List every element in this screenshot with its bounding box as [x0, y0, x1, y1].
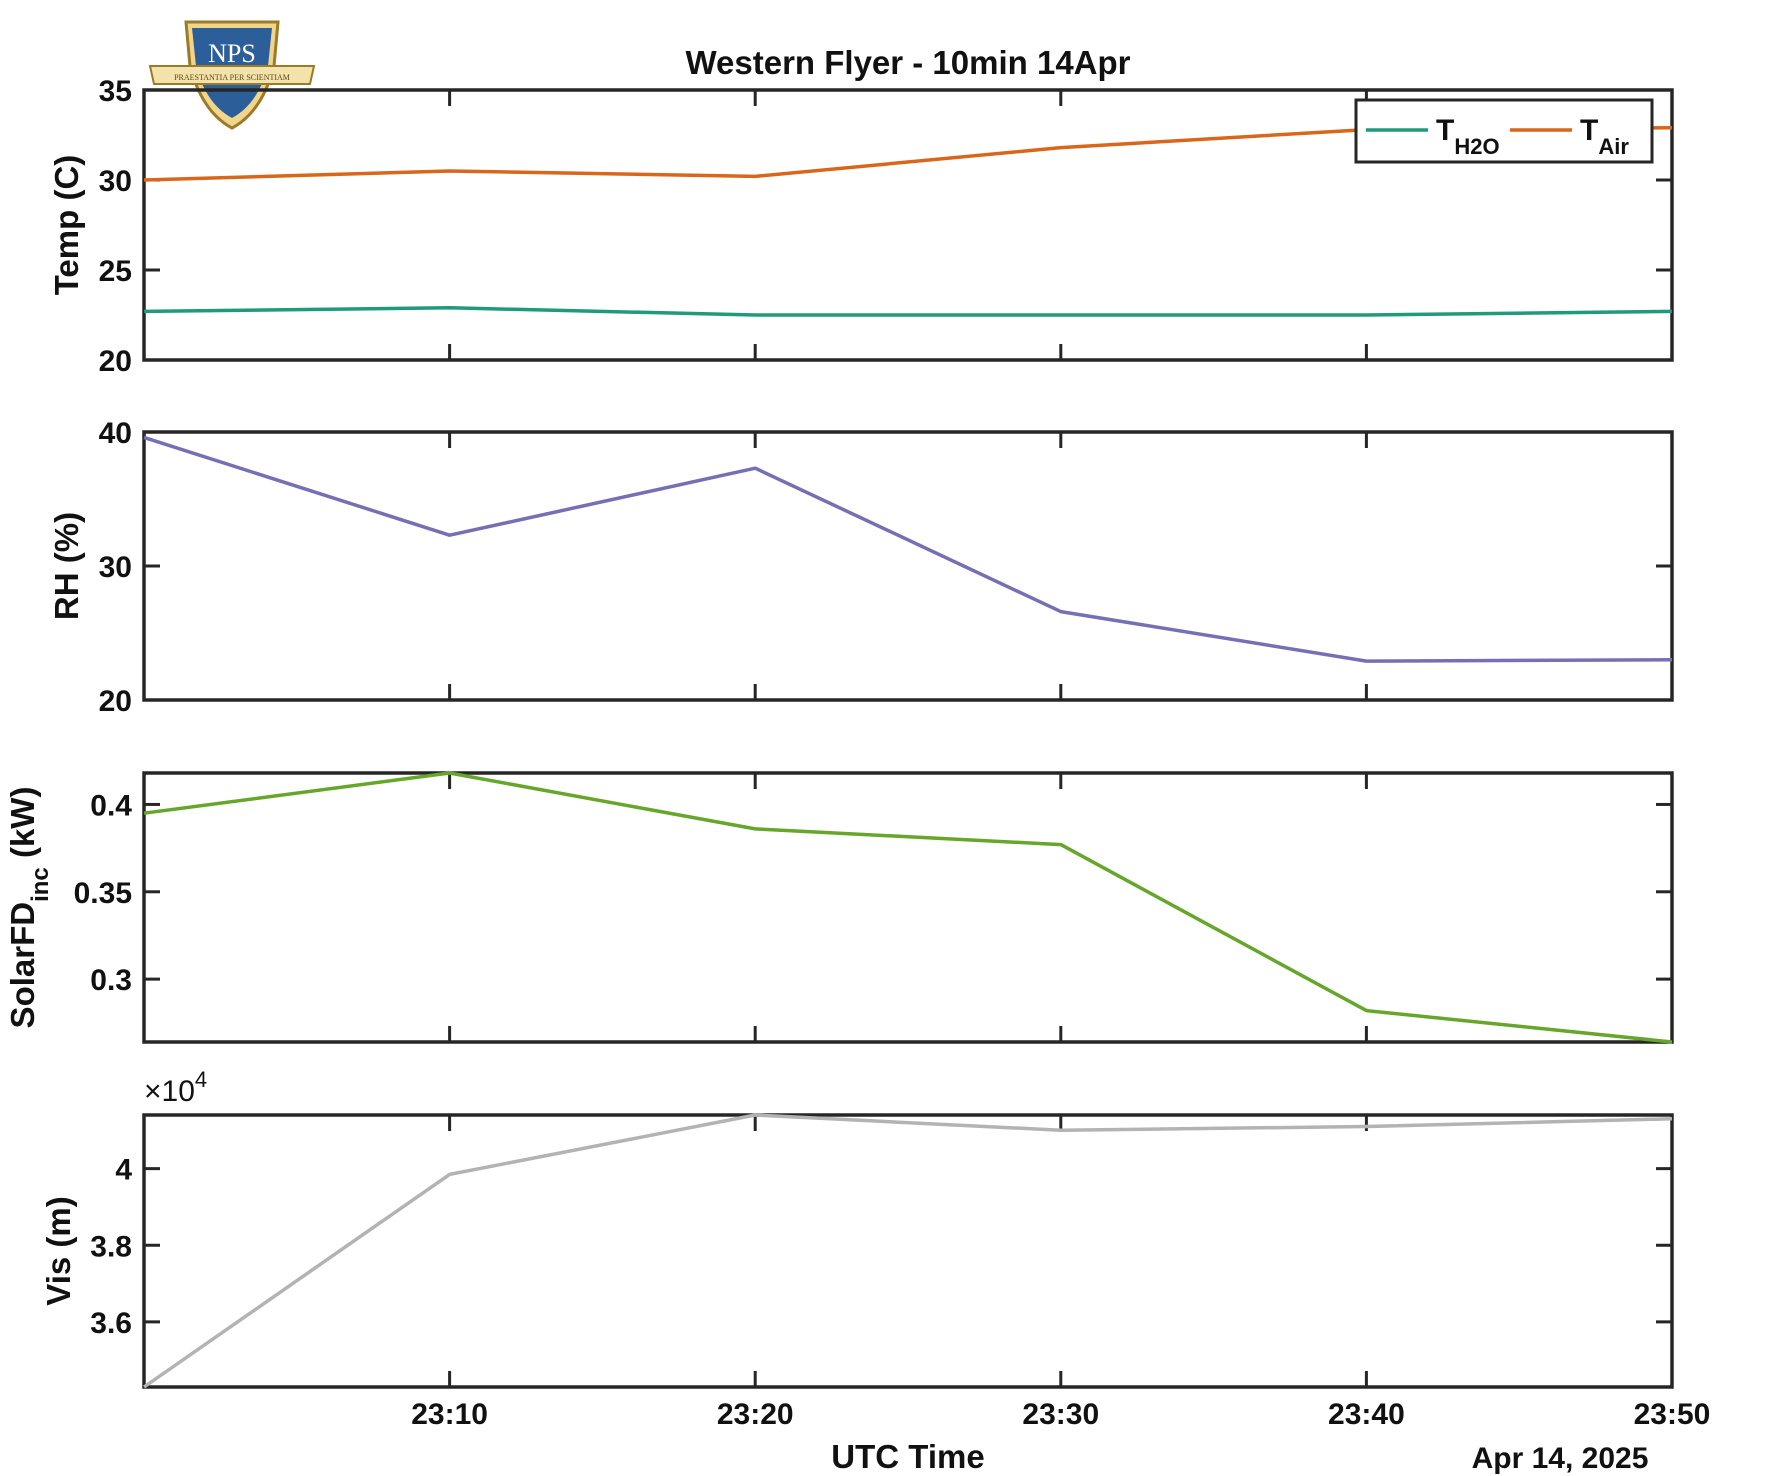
nps-logo-motto: PRAESTANTIA PER SCIENTIAM: [174, 73, 290, 82]
y-tick-label: 25: [99, 255, 132, 288]
y-tick-label: 0.3: [90, 964, 132, 997]
legend: TH2O TAir: [1354, 98, 1654, 164]
y-tick-label: 20: [99, 685, 132, 718]
y-axis-label: Vis (m): [40, 1196, 77, 1305]
y-tick-label: 20: [99, 345, 132, 378]
y-tick-label: 4: [115, 1154, 132, 1187]
series-line-1: [143, 435, 1673, 663]
y-tick-label: 30: [99, 551, 132, 584]
axes-box: [142, 1113, 1674, 1389]
y-axis-label: SolarFDinc (kW): [4, 787, 54, 1029]
series-line-1: [143, 771, 1673, 1044]
x-tick-label: 23:20: [717, 1398, 794, 1431]
y-tick-label: 3.8: [90, 1230, 132, 1263]
series-line-1: [143, 306, 1673, 317]
y-tick-label: 40: [99, 417, 132, 450]
y-tick-label: 0.35: [74, 877, 132, 910]
chart-title: Western Flyer - 10min 14Apr: [685, 44, 1130, 81]
axes-box: [142, 88, 1674, 362]
panel-3: 0.3 0.35 0.4 SolarFDinc (kW): [4, 771, 1674, 1044]
x-axis-label: UTC Time: [831, 1438, 984, 1475]
nps-logo: NPS PRAESTANTIA PER SCIENTIAM: [148, 20, 316, 130]
nps-logo-text: NPS: [208, 39, 256, 68]
y-axis-label: RH (%): [48, 512, 85, 620]
date-label: Apr 14, 2025: [1472, 1442, 1649, 1475]
y-axis-label: Temp (C): [48, 155, 85, 296]
legend-label: TAir: [1580, 114, 1629, 159]
legend-label: TH2O: [1436, 114, 1500, 159]
panel-4: 3.6 3.8 4 Vis (m) ×104: [40, 1067, 1674, 1389]
y-tick-label: 30: [99, 165, 132, 198]
series-line-1: [143, 1113, 1673, 1389]
axes-box: [142, 771, 1674, 1044]
y-tick-label: 3.6: [90, 1307, 132, 1340]
panel-1: 20 25 30 35 Temp (C) TH2O TAir: [48, 75, 1674, 378]
x-tick-labels: 23:10 23:20 23:30 23:40 23:50: [411, 1398, 1710, 1431]
y-tick-label: 35: [99, 75, 132, 108]
x-tick-label: 23:40: [1328, 1398, 1405, 1431]
x-tick-label: 23:10: [411, 1398, 488, 1431]
y-tick-label: 0.4: [90, 789, 132, 822]
x-tick-label: 23:50: [1634, 1398, 1711, 1431]
panel-2: 20 30 40 RH (%): [48, 417, 1674, 718]
y-exponent-label: ×104: [144, 1067, 207, 1108]
x-tick-label: 23:30: [1022, 1398, 1099, 1431]
